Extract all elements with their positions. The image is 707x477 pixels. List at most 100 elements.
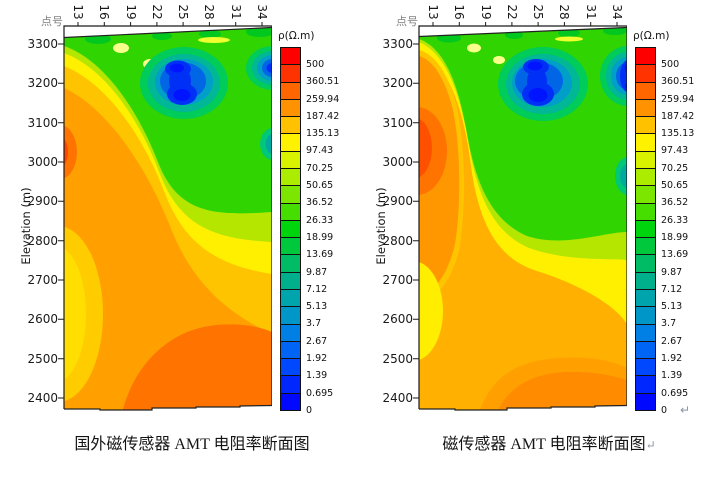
y-tick-label: 3300 bbox=[382, 37, 413, 51]
y-tick-label: 2900 bbox=[27, 194, 58, 209]
colorbar-cell bbox=[281, 340, 300, 359]
y-tick-label: 3000 bbox=[27, 154, 58, 169]
x-tick-label: 16 bbox=[452, 4, 467, 20]
colorbar-cell bbox=[636, 116, 655, 134]
colorbar-cell bbox=[636, 254, 655, 272]
right-contour-section bbox=[413, 22, 627, 413]
colorbar-label: 360.51 bbox=[306, 76, 340, 88]
colorbar-cell bbox=[281, 323, 300, 341]
colorbar-cell bbox=[281, 237, 300, 255]
colorbar-cell bbox=[636, 133, 655, 151]
right-y-tick-marks bbox=[413, 43, 419, 399]
colorbar-cell bbox=[636, 219, 655, 238]
colorbar-label: 26.33 bbox=[661, 214, 689, 226]
left-colorbar-labels: 500 360.51 259.94 187.42 135.13 97.43 70.25 50.… bbox=[306, 59, 339, 416]
left-y-tick-marks bbox=[58, 43, 64, 399]
colorbar-cell bbox=[636, 340, 655, 359]
x-tick-label: 22 bbox=[504, 4, 519, 20]
left-y-axis-title: Elevation (m) bbox=[19, 187, 33, 265]
colorbar-cell bbox=[636, 98, 655, 117]
colorbar-cell bbox=[281, 288, 300, 307]
colorbar-label: 3.7 bbox=[661, 318, 677, 330]
colorbar-label: 36.52 bbox=[661, 197, 689, 209]
y-tick-label: 2700 bbox=[382, 272, 413, 287]
colorbar-cell bbox=[281, 167, 300, 186]
colorbar-label: 187.42 bbox=[306, 110, 340, 122]
colorbar-cell bbox=[281, 358, 300, 376]
colorbar-cell bbox=[636, 392, 655, 410]
right-caption-row: 磁传感器 AMT 电阻率断面图↵ bbox=[420, 434, 678, 456]
colorbar-label: 500 bbox=[661, 59, 680, 70]
x-tick-label: 25 bbox=[531, 4, 546, 20]
colorbar-label: 7.12 bbox=[661, 283, 683, 295]
colorbar-cell bbox=[281, 375, 300, 393]
y-tick-label: 3200 bbox=[27, 76, 58, 91]
colorbar-cell bbox=[281, 185, 300, 203]
y-tick-label: 2700 bbox=[27, 272, 58, 287]
colorbar-label: 1.92 bbox=[661, 353, 683, 365]
y-tick-label: 3200 bbox=[382, 76, 413, 91]
colorbar-label: 50.65 bbox=[306, 180, 334, 192]
y-tick-label: 3000 bbox=[382, 154, 413, 169]
colorbar-cell bbox=[636, 64, 655, 82]
colorbar-cell bbox=[281, 116, 300, 134]
right-x-tick-marks bbox=[432, 22, 618, 26]
y-tick-label: 3100 bbox=[382, 115, 413, 130]
colorbar-label: 2.67 bbox=[661, 335, 683, 347]
colorbar-label: 500 bbox=[306, 59, 325, 70]
colorbar-cell bbox=[636, 167, 655, 186]
colorbar-cell bbox=[636, 202, 655, 220]
colorbar-cell bbox=[281, 48, 300, 65]
y-tick-label: 2600 bbox=[382, 312, 413, 327]
colorbar-cell bbox=[281, 202, 300, 220]
colorbar-cell bbox=[281, 150, 300, 168]
left-colorbar-title: ρ(Ω.m) bbox=[278, 30, 315, 42]
figure-return-mark: ↵ bbox=[680, 403, 691, 417]
colorbar-cell bbox=[281, 81, 300, 99]
colorbar-label: 5.13 bbox=[306, 301, 328, 313]
colorbar-label: 70.25 bbox=[661, 162, 689, 174]
x-tick-label: 13 bbox=[71, 4, 85, 20]
y-tick-label: 2500 bbox=[27, 351, 58, 366]
right-colorbar bbox=[635, 47, 656, 411]
x-tick-label: 31 bbox=[228, 4, 243, 20]
colorbar-cell bbox=[636, 237, 655, 255]
colorbar-label: 9.87 bbox=[661, 266, 683, 278]
right-colorbar-labels: 500 360.51 259.94 187.42 135.13 97.43 70.25 50.… bbox=[661, 59, 694, 416]
colorbar-label: 1.39 bbox=[661, 370, 683, 382]
y-tick-label: 2600 bbox=[27, 312, 58, 327]
colorbar-label: 0.695 bbox=[661, 387, 689, 399]
colorbar-label: 13.69 bbox=[661, 249, 689, 261]
x-tick-label: 19 bbox=[478, 4, 493, 20]
right-y-tick-labels: 3300 3200 3100 3000 2900 2800 2700 2600 2500 2400 bbox=[369, 37, 413, 405]
colorbar-label: 135.13 bbox=[661, 128, 695, 140]
right-caption: 磁传感器 AMT 电阻率断面图 bbox=[442, 436, 646, 453]
colorbar-cell bbox=[281, 64, 300, 82]
colorbar-label: 50.65 bbox=[661, 180, 689, 192]
colorbar-label: 26.33 bbox=[306, 214, 334, 226]
right-y-axis-title: Elevation (m) bbox=[374, 187, 388, 265]
colorbar-cell bbox=[636, 358, 655, 376]
caption-return-mark: ↵ bbox=[645, 438, 656, 452]
x-tick-label: 28 bbox=[557, 4, 572, 20]
colorbar-cell bbox=[281, 133, 300, 151]
colorbar-label: 0 bbox=[306, 404, 313, 416]
colorbar-label: 135.13 bbox=[306, 128, 340, 140]
colorbar-label: 0.695 bbox=[306, 387, 334, 399]
right-colorbar-title: ρ(Ω.m) bbox=[633, 30, 670, 42]
colorbar-label: 5.13 bbox=[661, 301, 683, 313]
colorbar-label: 3.7 bbox=[306, 318, 322, 330]
colorbar-cell bbox=[636, 323, 655, 341]
colorbar-label: 259.94 bbox=[306, 93, 340, 105]
x-tick-label: 16 bbox=[97, 4, 112, 20]
y-tick-label: 2400 bbox=[382, 390, 413, 405]
colorbar-label: 1.39 bbox=[306, 370, 328, 382]
y-tick-label: 3100 bbox=[27, 115, 58, 130]
right-x-axis-title: 点号 bbox=[396, 15, 418, 28]
colorbar-label: 259.94 bbox=[661, 93, 695, 105]
left-caption: 国外磁传感器 AMT 电阻率断面图 bbox=[74, 436, 310, 453]
colorbar-cell bbox=[281, 98, 300, 117]
x-tick-label: 34 bbox=[254, 4, 269, 20]
colorbar-label: 360.51 bbox=[661, 76, 695, 88]
